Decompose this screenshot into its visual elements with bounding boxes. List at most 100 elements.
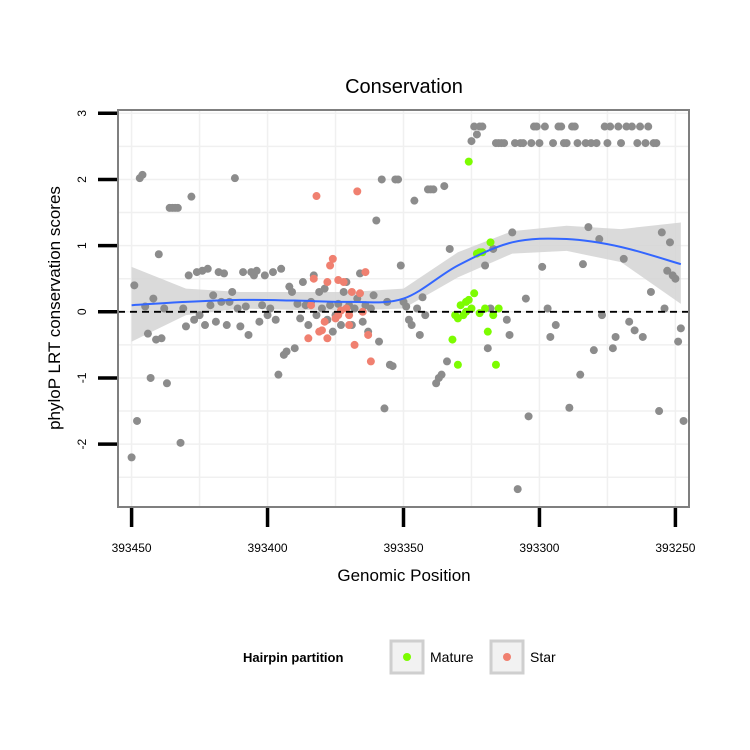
point-other <box>293 299 302 308</box>
point-other <box>181 322 190 331</box>
point-other <box>138 170 147 179</box>
point-other <box>546 332 555 341</box>
y-axis: -2 -1 0 1 2 3 <box>75 110 117 449</box>
legend-title: Hairpin partition <box>243 650 343 665</box>
point-star <box>312 192 321 201</box>
point-other <box>538 262 547 271</box>
point-other <box>578 260 587 269</box>
point-other <box>160 304 169 313</box>
point-other <box>236 322 245 331</box>
point-other <box>336 321 345 330</box>
x-axis: 393450 393400 393350 393300 393250 <box>112 508 696 555</box>
point-other <box>524 412 533 421</box>
point-other <box>617 139 626 148</box>
point-other <box>595 235 604 244</box>
point-star <box>353 187 362 196</box>
point-other <box>641 139 650 148</box>
point-other <box>146 373 155 382</box>
point-other <box>543 304 552 313</box>
point-star <box>317 326 326 335</box>
point-other <box>573 139 582 148</box>
x-tick-label: 393300 <box>519 541 559 555</box>
point-other <box>298 278 307 287</box>
point-other <box>130 281 139 290</box>
point-other <box>209 291 218 300</box>
point-other <box>549 139 558 148</box>
point-other <box>176 438 185 447</box>
point-other <box>663 266 672 275</box>
point-other <box>260 271 269 280</box>
point-other <box>258 301 267 310</box>
point-other <box>230 174 239 183</box>
point-other <box>592 139 601 148</box>
x-tick-label: 393450 <box>112 541 152 555</box>
point-star <box>334 311 343 320</box>
point-other <box>288 287 297 296</box>
y-axis-title: phyloP LRT conservation scores <box>45 186 64 430</box>
point-other <box>483 344 492 353</box>
x-tick-label: 393350 <box>383 541 423 555</box>
point-other <box>418 293 427 302</box>
point-star <box>347 287 356 296</box>
point-other <box>646 287 655 296</box>
point-other <box>535 139 544 148</box>
point-star <box>323 334 332 343</box>
y-tick-label: 1 <box>75 242 89 249</box>
point-other <box>274 370 283 379</box>
point-other <box>366 304 375 313</box>
point-other <box>372 216 381 225</box>
point-other <box>445 244 454 253</box>
point-other <box>271 315 280 324</box>
point-other <box>217 297 226 306</box>
point-other <box>339 287 348 296</box>
point-other <box>413 304 422 313</box>
point-other <box>467 137 476 146</box>
point-other <box>679 416 688 425</box>
y-tick-label: 0 <box>75 308 89 315</box>
confidence-band <box>131 222 681 342</box>
legend-key-star <box>489 639 525 675</box>
point-other <box>350 304 359 313</box>
y-tick-label: 3 <box>75 110 89 117</box>
point-other <box>633 139 642 148</box>
point-mature <box>448 335 457 344</box>
point-other <box>394 175 403 184</box>
point-other <box>674 337 683 346</box>
point-other <box>443 357 452 366</box>
point-other <box>611 332 620 341</box>
point-other <box>268 268 277 277</box>
y-tick-label: -2 <box>75 438 89 449</box>
point-other <box>190 315 199 324</box>
point-other <box>233 304 242 313</box>
point-star <box>361 268 370 277</box>
point-other <box>429 185 438 194</box>
point-star <box>366 357 375 366</box>
point-other <box>527 139 536 148</box>
point-other <box>500 139 509 148</box>
point-other <box>304 321 313 330</box>
point-other <box>619 254 628 263</box>
point-other <box>589 346 598 355</box>
point-other <box>638 332 647 341</box>
point-other <box>206 301 215 310</box>
point-other <box>375 337 384 346</box>
point-other <box>369 291 378 300</box>
point-other <box>312 311 321 320</box>
point-other <box>179 304 188 313</box>
legend-swatch-mature <box>403 653 411 661</box>
point-other <box>551 321 560 330</box>
point-other <box>570 122 579 131</box>
point-other <box>505 330 514 339</box>
point-other <box>415 330 424 339</box>
point-star <box>342 304 351 313</box>
point-other <box>644 122 653 131</box>
point-mature <box>453 314 462 323</box>
point-other <box>407 321 416 330</box>
point-mature <box>475 309 484 318</box>
x-tick-label: 393250 <box>655 541 695 555</box>
point-other <box>606 122 615 131</box>
point-other <box>576 370 585 379</box>
x-tick-label: 393400 <box>248 541 288 555</box>
point-star <box>339 278 348 287</box>
